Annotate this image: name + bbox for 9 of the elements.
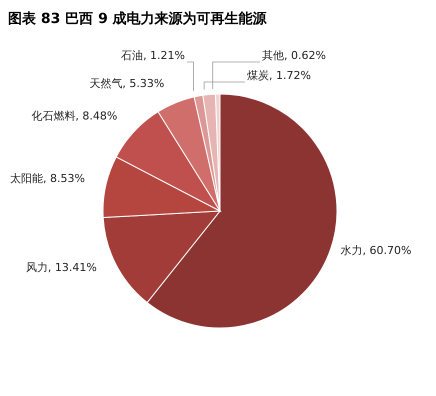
slice-label: 其他, 0.62% [262, 49, 326, 62]
chart-title: 图表 83 巴西 9 成电力来源为可再生能源 [8, 10, 268, 29]
slice-label: 风力, 13.41% [26, 261, 97, 274]
slice-label: 太阳能, 8.53% [10, 172, 85, 186]
slice-label: 煤炭, 1.72% [247, 69, 311, 82]
slice-label: 化石燃料, 8.48% [31, 110, 118, 123]
slice-label: 水力, 60.70% [340, 244, 412, 257]
slice-label: 石油, 1.21% [121, 49, 185, 62]
slice-label: 天然气, 5.33% [89, 77, 164, 90]
